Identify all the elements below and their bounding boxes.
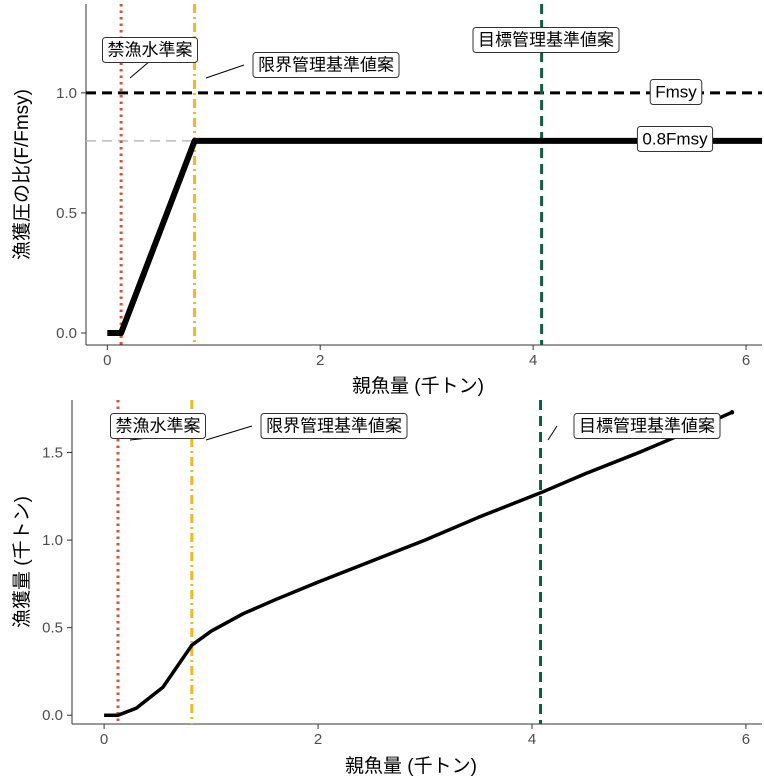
p2-series-end-point: [729, 410, 735, 415]
p1-series-line-0: [107, 137, 762, 336]
p1-x-axis-title: 親魚量 (千トン): [352, 375, 484, 397]
p1-y-tick-label: 0.0: [56, 325, 77, 342]
p1-y-tick-label: 0.5: [56, 205, 77, 222]
p1-hline-label-1: 0.8Fmsy: [642, 130, 708, 149]
p1-vline-label-box-0: [102, 37, 198, 63]
p2-vline-label-0: 禁漁水準案: [116, 417, 201, 436]
p1-x-tick-label: 0: [103, 352, 111, 369]
p2-vline-label-box-2: [573, 413, 721, 439]
p1-x-tick-label: 2: [316, 352, 324, 369]
p2-series-line-0: [104, 410, 733, 717]
p2-x-tick-label: 0: [100, 731, 108, 748]
p2-vline-label-box-0: [110, 413, 206, 439]
p2-vline-label-1: 限界管理基準値案: [266, 417, 402, 436]
p1-hline-label-box-1: [636, 126, 714, 152]
p2-vline-label-pointer-2: [547, 425, 558, 441]
p1-vline-label-box-1: [252, 52, 400, 78]
p1-x-tick-label: 6: [742, 352, 750, 369]
p2-vline-label-box-1: [260, 413, 408, 439]
p1-hline-label-box-0: [649, 79, 703, 105]
p2-y-axis-title: 漁獲量 (千トン): [11, 496, 33, 628]
p2-x-tick-label: 2: [314, 731, 322, 748]
p1-x-tick-label: 4: [529, 352, 537, 369]
p2-vline-label-2: 目標管理基準値案: [579, 417, 715, 436]
p2-x-tick-label: 4: [528, 731, 536, 748]
p2-y-tick-label: 0.0: [42, 707, 63, 724]
p2-x-axis-title: 親魚量 (千トン): [345, 755, 477, 777]
p1-hline-label-0: Fmsy: [655, 83, 697, 102]
p1-y-tick-label: 1.0: [56, 85, 77, 102]
p1-vline-label-pointer-0: [129, 60, 151, 79]
p2-y-tick-label: 0.5: [42, 620, 63, 637]
p2-vline-label-pointer-1: [205, 425, 253, 441]
p1-vline-label-pointer-1: [205, 64, 245, 79]
p1-y-axis-title: 漁獲圧の比(F/Fmsy): [11, 89, 33, 260]
p1-vline-label-2: 目標管理基準値案: [478, 31, 614, 50]
p2-x-tick-label: 6: [742, 731, 750, 748]
p1-vline-label-0: 禁漁水準案: [108, 41, 193, 60]
p2-y-tick-label: 1.0: [42, 532, 63, 549]
p2-y-tick-label: 1.5: [42, 445, 63, 462]
p1-vline-label-box-2: [472, 27, 620, 53]
p1-vline-label-1: 限界管理基準値案: [258, 56, 394, 75]
